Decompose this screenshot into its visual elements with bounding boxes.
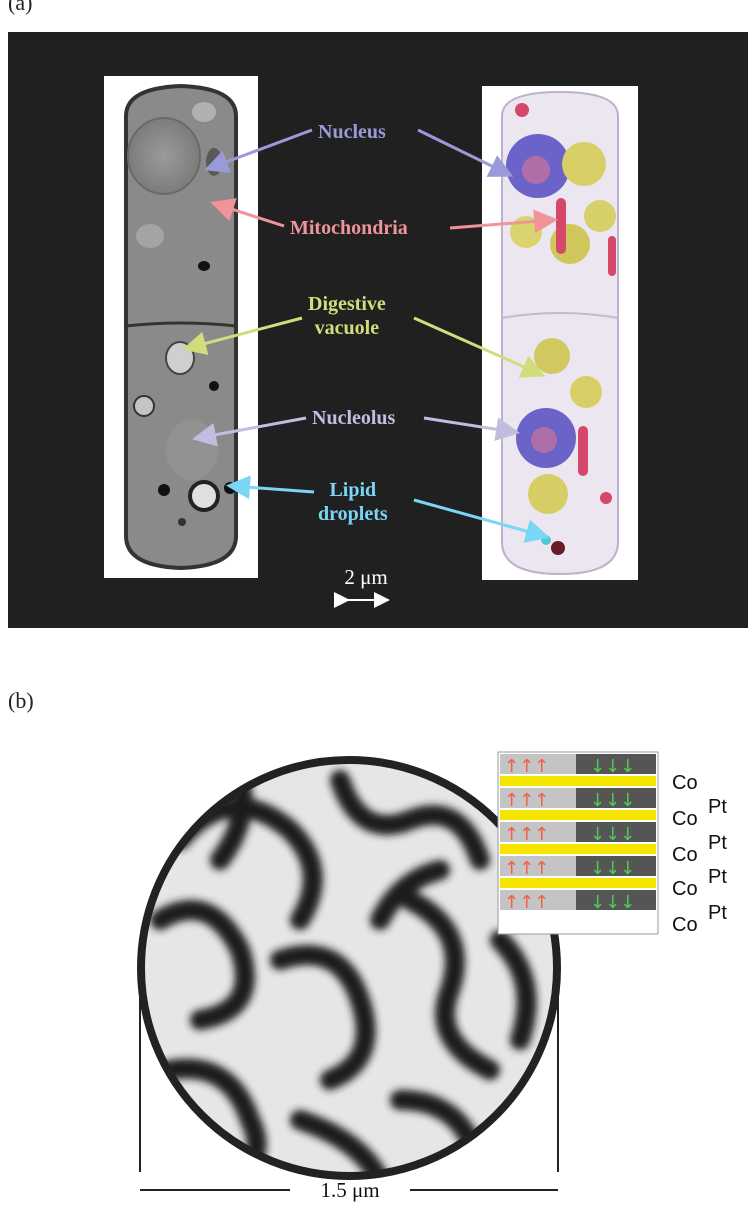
svg-text:↓↓↓: ↓↓↓ xyxy=(590,858,635,879)
svg-text:↓↓↓: ↓↓↓ xyxy=(590,824,635,845)
lipid-droplets-callout: Lipid droplets xyxy=(318,479,388,525)
layer-label-pt-4: Pt xyxy=(708,902,727,924)
layer-label-co-1: Co xyxy=(672,772,698,794)
digestive-vacuole-callout: Digestive vacuole xyxy=(308,293,386,339)
layer-pt-1 xyxy=(500,776,656,786)
layer-label-pt-3: Pt xyxy=(708,866,727,888)
layer-label-pt-1: Pt xyxy=(708,796,727,818)
layer-co-4: ↑↑↑ ↓↓↓ xyxy=(500,856,656,879)
layer-stack-schematic: ↑↑↑ ↓↓↓ ↑↑↑ ↓↓↓ ↑↑↑ ↓↓↓ ↑↑↑ ↓↓↓ ↑↑↑ ↓↓↓ xyxy=(497,751,659,935)
magnetic-domain-figure: ↑↑↑ ↓↓↓ ↑↑↑ ↓↓↓ ↑↑↑ ↓↓↓ ↑↑↑ ↓↓↓ ↑↑↑ ↓↓↓ xyxy=(137,751,659,1191)
svg-text:↓↓↓: ↓↓↓ xyxy=(590,892,635,913)
nucleolus-callout: Nucleolus xyxy=(312,407,396,429)
scale-bar-b-label: 1.5 μm xyxy=(320,1178,380,1202)
scale-bar-a-label: 2 μm xyxy=(344,565,388,589)
svg-text:↑↑↑: ↑↑↑ xyxy=(504,790,549,811)
xray-micrograph-image xyxy=(104,76,258,578)
svg-text:↑↑↑: ↑↑↑ xyxy=(504,892,549,913)
svg-text:↓↓↓: ↓↓↓ xyxy=(590,790,635,811)
svg-text:↓↓↓: ↓↓↓ xyxy=(590,756,635,777)
mitochondria-callout: Mitochondria xyxy=(290,217,408,239)
nucleus-callout: Nucleus xyxy=(318,121,386,143)
layer-co-3: ↑↑↑ ↓↓↓ xyxy=(500,822,656,845)
layer-label-co-4: Co xyxy=(672,878,698,900)
layer-pt-4 xyxy=(500,878,656,888)
svg-text:↑↑↑: ↑↑↑ xyxy=(504,858,549,879)
layer-pt-3 xyxy=(500,844,656,854)
layer-pt-2 xyxy=(500,810,656,820)
panel-a-label: (a) xyxy=(8,0,33,15)
svg-text:↑↑↑: ↑↑↑ xyxy=(504,756,549,777)
layer-co-2: ↑↑↑ ↓↓↓ xyxy=(500,788,656,811)
layer-co-1: ↑↑↑ ↓↓↓ xyxy=(500,754,656,777)
layer-label-co-5: Co xyxy=(672,914,698,936)
3d-reconstruction-image xyxy=(482,86,638,580)
panel-b-label: (b) xyxy=(8,688,34,713)
svg-text:↑↑↑: ↑↑↑ xyxy=(504,824,549,845)
layer-label-co-3: Co xyxy=(672,844,698,866)
layer-label-co-2: Co xyxy=(672,808,698,830)
layer-label-pt-2: Pt xyxy=(708,832,727,854)
layer-co-5: ↑↑↑ ↓↓↓ xyxy=(500,890,656,913)
sample-outline xyxy=(137,756,561,1180)
